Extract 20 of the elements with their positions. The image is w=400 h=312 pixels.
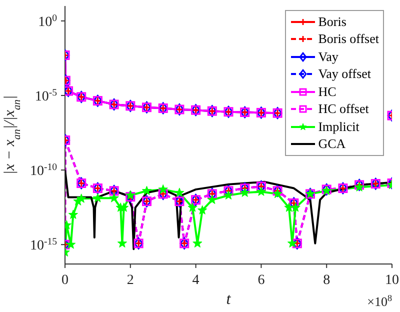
legend-label: Boris offset — [318, 31, 379, 48]
legend-label: Vay — [318, 48, 338, 65]
x-tick-label: 0 — [62, 273, 68, 288]
x-tick-label: 10 — [385, 273, 399, 288]
legend-label: HC offset — [318, 101, 369, 118]
y-tick-label: 10$^{-5}$ — [34, 86, 58, 104]
y-tick-label: 10$^{0}$ — [38, 12, 58, 30]
legend-label: HC — [318, 84, 336, 100]
x-tick-label: 4 — [192, 273, 200, 288]
y-tick-label: 10$^{-10}$ — [30, 162, 58, 180]
x-tick-label: 2 — [126, 273, 134, 288]
legend-label: Vay offset — [318, 66, 372, 82]
x-tick-label: 6 — [258, 273, 265, 288]
legend-label: GCA — [318, 136, 346, 152]
y-tick-label: 10$^{-15}$ — [30, 236, 58, 254]
legend-label: Implicit — [318, 118, 360, 135]
legend-label: Boris — [318, 14, 346, 30]
x-tick-label: 8 — [323, 273, 330, 288]
text: ×10$^{8}$ — [367, 293, 392, 309]
x-axis-title: t — [226, 291, 232, 308]
